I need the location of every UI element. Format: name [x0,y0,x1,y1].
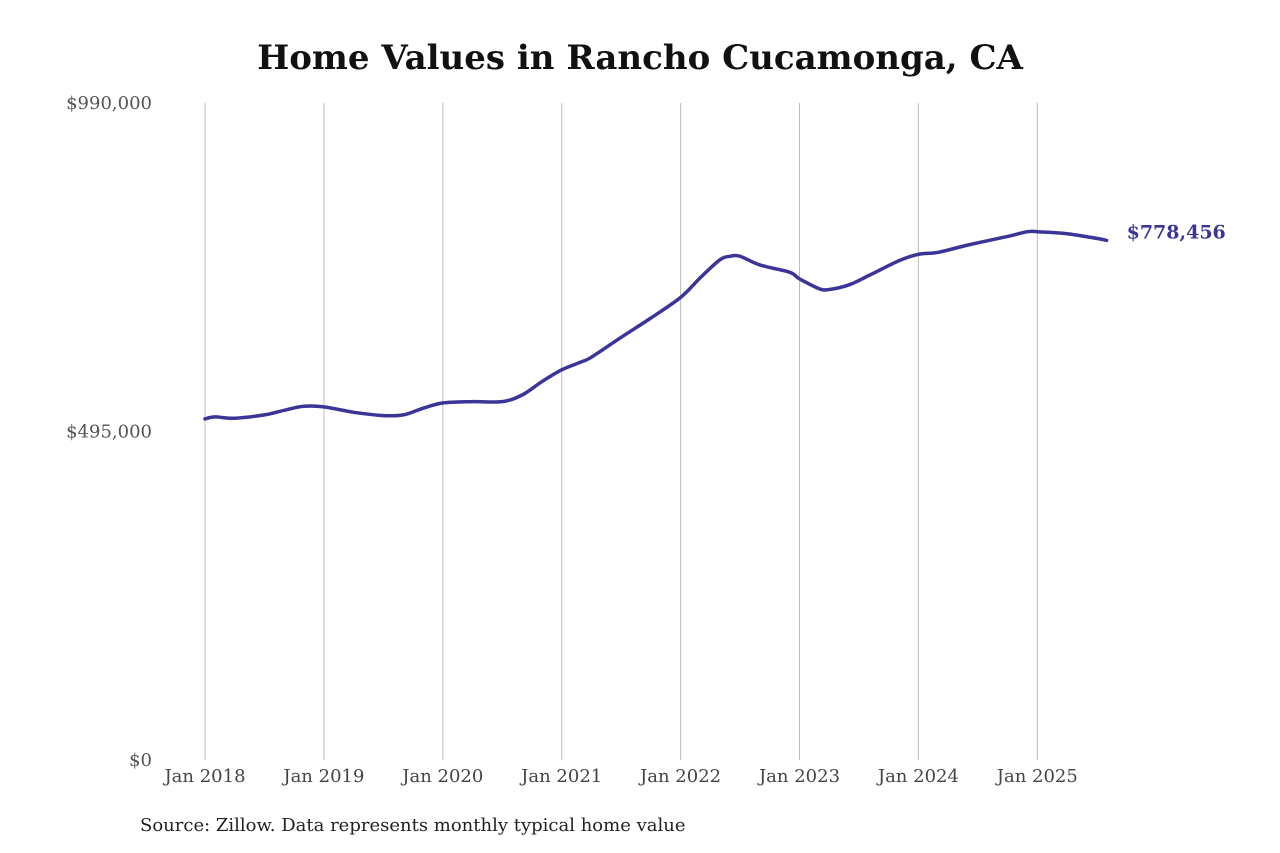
chart-title: Home Values in Rancho Cucamonga, CA [257,38,1023,78]
y-tick-label: $0 [129,750,152,771]
y-axis-tick-labels: $0 $495,000 $990,000 [66,93,152,771]
home-value-line [203,229,1109,421]
x-tick-label: Jan 2025 [995,766,1078,787]
source-note: Source: Zillow. Data represents monthly … [140,815,686,836]
vertical-grid-lines [204,103,1038,760]
x-axis-tick-labels: Jan 2018 Jan 2019 Jan 2020 Jan 2021 Jan 2022… [162,766,1077,787]
x-tick-label: Jan 2020 [400,766,483,787]
x-tick-label: Jan 2021 [519,766,602,787]
x-tick-label: Jan 2023 [757,766,840,787]
x-tick-label: Jan 2022 [638,766,721,787]
y-tick-label: $990,000 [66,93,152,114]
latest-value-label: $778,456 [1127,221,1226,243]
x-tick-label: Jan 2024 [876,766,959,787]
x-tick-label: Jan 2019 [281,766,364,787]
y-tick-label: $495,000 [66,422,152,443]
x-tick-label: Jan 2018 [162,766,245,787]
